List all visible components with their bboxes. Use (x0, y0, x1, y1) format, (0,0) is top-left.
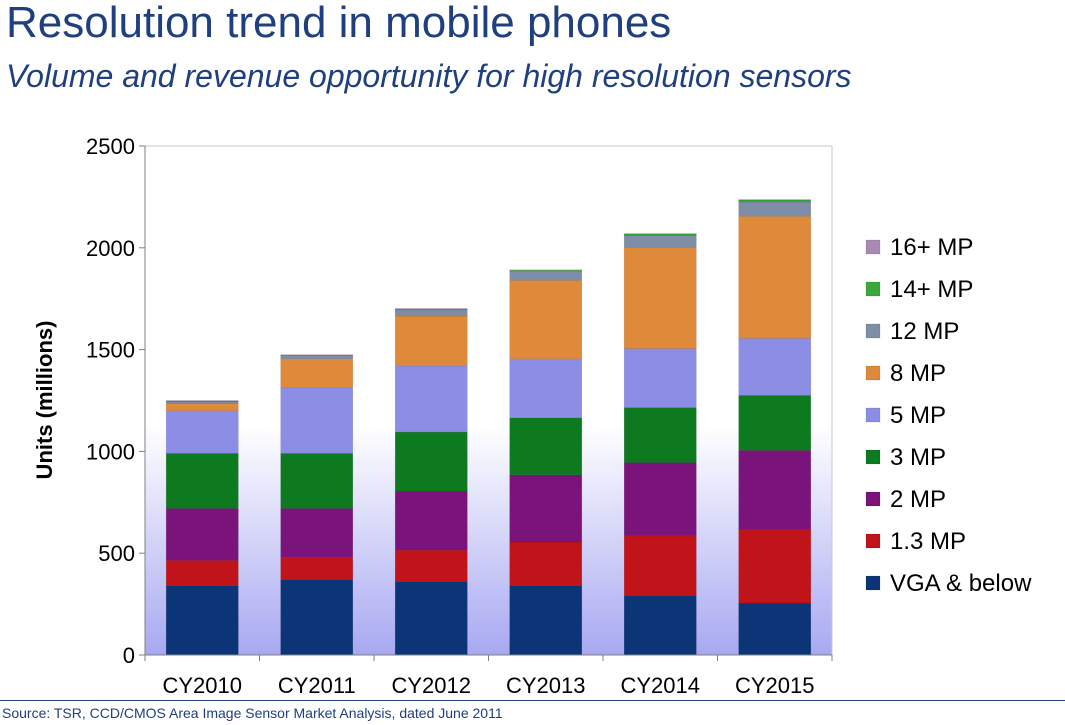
legend-swatch-14-mp (865, 281, 881, 297)
legend-swatch-2-mp (865, 491, 881, 507)
plot-area (144, 145, 833, 656)
bar-segment-cy2010-1-3-mp (165, 560, 239, 587)
bar-segment-cy2012-5-mp (394, 365, 468, 433)
bar-segment-cy2015-8-mp (738, 215, 812, 339)
x-tick-label-cy2010: CY2010 (162, 673, 242, 698)
bar-segment-cy2013-5-mp (509, 358, 583, 419)
bar-segment-cy2013-vga-below (509, 585, 583, 656)
y-tick-label: 2500 (86, 134, 135, 159)
bar-segment-cy2015-12-mp (738, 201, 812, 217)
legend-label-14-mp: 14+ MP (890, 276, 973, 303)
bar-segment-cy2015-5-mp (738, 338, 812, 396)
bar-segment-cy2013-1-3-mp (509, 541, 583, 587)
x-tick-label-cy2013: CY2013 (506, 673, 586, 698)
bar-segment-cy2011-8-mp (280, 358, 354, 388)
bar-segment-cy2014-1-3-mp (623, 535, 697, 597)
bar-segment-cy2015-14-mp (738, 199, 812, 203)
legend-label-3-mp: 3 MP (890, 444, 946, 471)
legend-swatch-5-mp (865, 407, 881, 423)
bar-segment-cy2010-5-mp (165, 410, 239, 454)
legend-label-1-3-mp: 1.3 MP (890, 528, 966, 555)
bar-segment-cy2010-12-mp (165, 401, 239, 404)
footer-rule (0, 700, 1065, 701)
bar-segment-cy2011-12-mp (280, 355, 354, 360)
bar-segment-cy2011-5-mp (280, 387, 354, 454)
bar-segment-cy2013-8-mp (509, 280, 583, 360)
bar-segment-cy2011-2-mp (280, 508, 354, 558)
bar-segment-cy2013-3-mp (509, 417, 583, 476)
legend-swatch-1-3-mp (865, 533, 881, 549)
bar-segment-cy2010-3-mp (165, 453, 239, 509)
page-subtitle: Volume and revenue opportunity for high … (6, 58, 852, 94)
bar-segment-cy2014-8-mp (623, 247, 697, 349)
bar-segment-cy2012-1-3-mp (394, 549, 468, 582)
stacked-bar-chart: 0 500 1000 1500 2000 2500 CY2010 CY2011 CY2012 CY… (32, 134, 1032, 698)
legend-swatch-3-mp (865, 449, 881, 465)
y-tick-label: 1000 (86, 439, 135, 464)
legend-swatch-16-mp (865, 239, 881, 255)
bar-segment-cy2010-8-mp (165, 403, 239, 411)
bar-segment-cy2011-3-mp (280, 453, 354, 509)
y-tick-label: 1500 (86, 338, 135, 363)
y-axis-label: Units (millions) (32, 321, 57, 480)
legend-label-5-mp: 5 MP (890, 402, 946, 429)
bar-segment-cy2015-vga-below (738, 602, 812, 656)
bar-segment-cy2013-2-mp (509, 474, 583, 543)
y-tick-label: 500 (98, 541, 135, 566)
bar-segment-cy2013-12-mp (509, 270, 583, 281)
bar-segment-cy2012-vga-below (394, 581, 468, 656)
bar-segment-cy2011-vga-below (280, 579, 354, 656)
x-tick-label-cy2014: CY2014 (620, 673, 700, 698)
y-tick-label: 2000 (86, 236, 135, 261)
page-title: Resolution trend in mobile phones (6, 0, 672, 47)
x-tick-label-cy2015: CY2015 (735, 673, 815, 698)
bar-segment-cy2014-3-mp (623, 407, 697, 463)
bar-segment-cy2012-3-mp (394, 431, 468, 492)
legend-swatch-vga-below (865, 575, 881, 591)
bar-segment-cy2015-2-mp (738, 450, 812, 531)
bar-segment-cy2010-2-mp (165, 508, 239, 561)
legend-label-16-mp: 16+ MP (890, 234, 973, 261)
source-note: Source: TSR, CCD/CMOS Area Image Sensor … (2, 705, 503, 721)
x-tick-label-cy2012: CY2012 (391, 673, 471, 698)
bar-segment-cy2010-vga-below (165, 585, 239, 656)
bar-segment-cy2015-1-3-mp (738, 529, 812, 604)
legend-swatch-12-mp (865, 323, 881, 339)
bar-segment-cy2014-12-mp (623, 235, 697, 249)
bar-segment-cy2014-2-mp (623, 462, 697, 537)
legend-label-vga-below: VGA & below (890, 570, 1032, 597)
bar-segment-cy2012-12-mp (394, 309, 468, 317)
bar-segment-cy2014-vga-below (623, 595, 697, 656)
x-tick-label-cy2011: CY2011 (278, 673, 356, 698)
bar-segment-cy2015-3-mp (738, 395, 812, 451)
legend-swatch-8-mp (865, 365, 881, 381)
bar-segment-cy2011-1-3-mp (280, 557, 354, 580)
legend-label-12-mp: 12 MP (890, 318, 959, 345)
bar-segment-cy2012-8-mp (394, 315, 468, 367)
bar-segment-cy2012-2-mp (394, 490, 468, 551)
bar-segment-cy2014-5-mp (623, 348, 697, 408)
y-tick-label: 0 (123, 643, 135, 668)
legend-label-8-mp: 8 MP (890, 360, 946, 387)
legend-label-2-mp: 2 MP (890, 486, 946, 513)
